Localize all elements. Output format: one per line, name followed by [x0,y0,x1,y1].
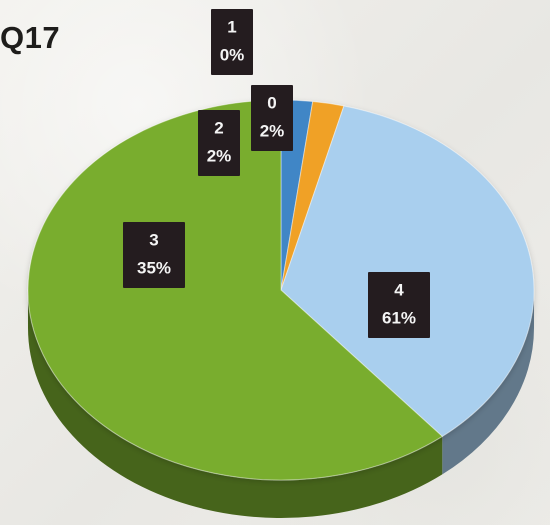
data-label-percent-1: 0% [220,45,245,64]
data-label-category-3: 3 [149,230,158,249]
chart-title: Q17 [0,20,61,55]
data-label-box-2 [198,110,240,176]
data-label-category-0: 0 [267,93,276,112]
data-label-category-1: 1 [227,17,236,36]
data-label-percent-4: 61% [382,308,416,327]
pie-slice-3 [280,105,535,438]
pie-top-group [27,99,535,481]
data-label-category-4: 4 [394,280,404,299]
data-label-percent-3: 35% [137,258,171,277]
pie-slice-4 [27,99,444,481]
data-label-box-1 [211,9,253,75]
pie-label-group: 0 2% 1 0% 2 2% 3 35% 4 61% [123,9,430,338]
data-label-category-2: 2 [214,118,223,137]
pie-slice-side-3 [442,290,534,475]
data-label-percent-2: 2% [207,146,232,165]
data-label-box-4 [368,272,430,338]
pie-depth-group [28,290,534,519]
pie-slice-side-4 [28,290,443,519]
data-label-percent-0: 2% [260,121,285,140]
data-label-box-3 [123,222,185,288]
data-label-box-0 [251,85,293,151]
